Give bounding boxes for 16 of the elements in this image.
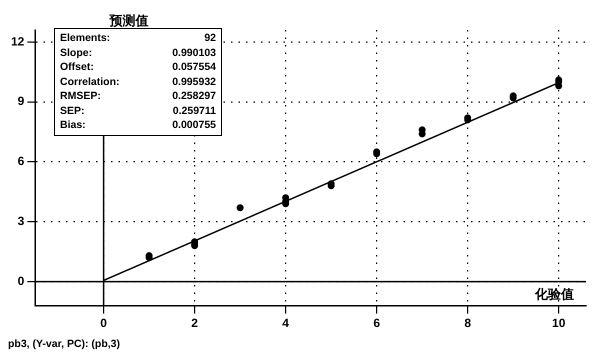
x-tick-label: 0 xyxy=(100,316,108,330)
x-axis-title: 化验值 xyxy=(534,286,574,302)
x-tick-label: 10 xyxy=(552,316,566,330)
y-tick-label: 3 xyxy=(18,214,25,228)
y-tick-label: 12 xyxy=(10,34,25,48)
x-tick-label: 8 xyxy=(464,316,472,330)
point xyxy=(236,204,244,212)
text: pb3, (Y-var, PC): (pb,3) xyxy=(8,338,122,350)
statistics-box: Elements: 92 Slope: 0.990103 Offset: 0.057554 Correlation: 0.995932 RMSEP: 0.258297 SEP: 0.259711 Bias: 0.000755 xyxy=(54,28,222,136)
y-tick-label: 9 xyxy=(18,94,25,108)
y-tick-label: 6 xyxy=(18,154,25,168)
y-tick-label: 0 xyxy=(18,274,25,288)
x-tick-label: 4 xyxy=(282,316,290,330)
x-tick-label: 2 xyxy=(191,316,198,330)
y-axis-title: 预测值 xyxy=(108,13,149,28)
x-tick-label: 6 xyxy=(373,316,380,330)
